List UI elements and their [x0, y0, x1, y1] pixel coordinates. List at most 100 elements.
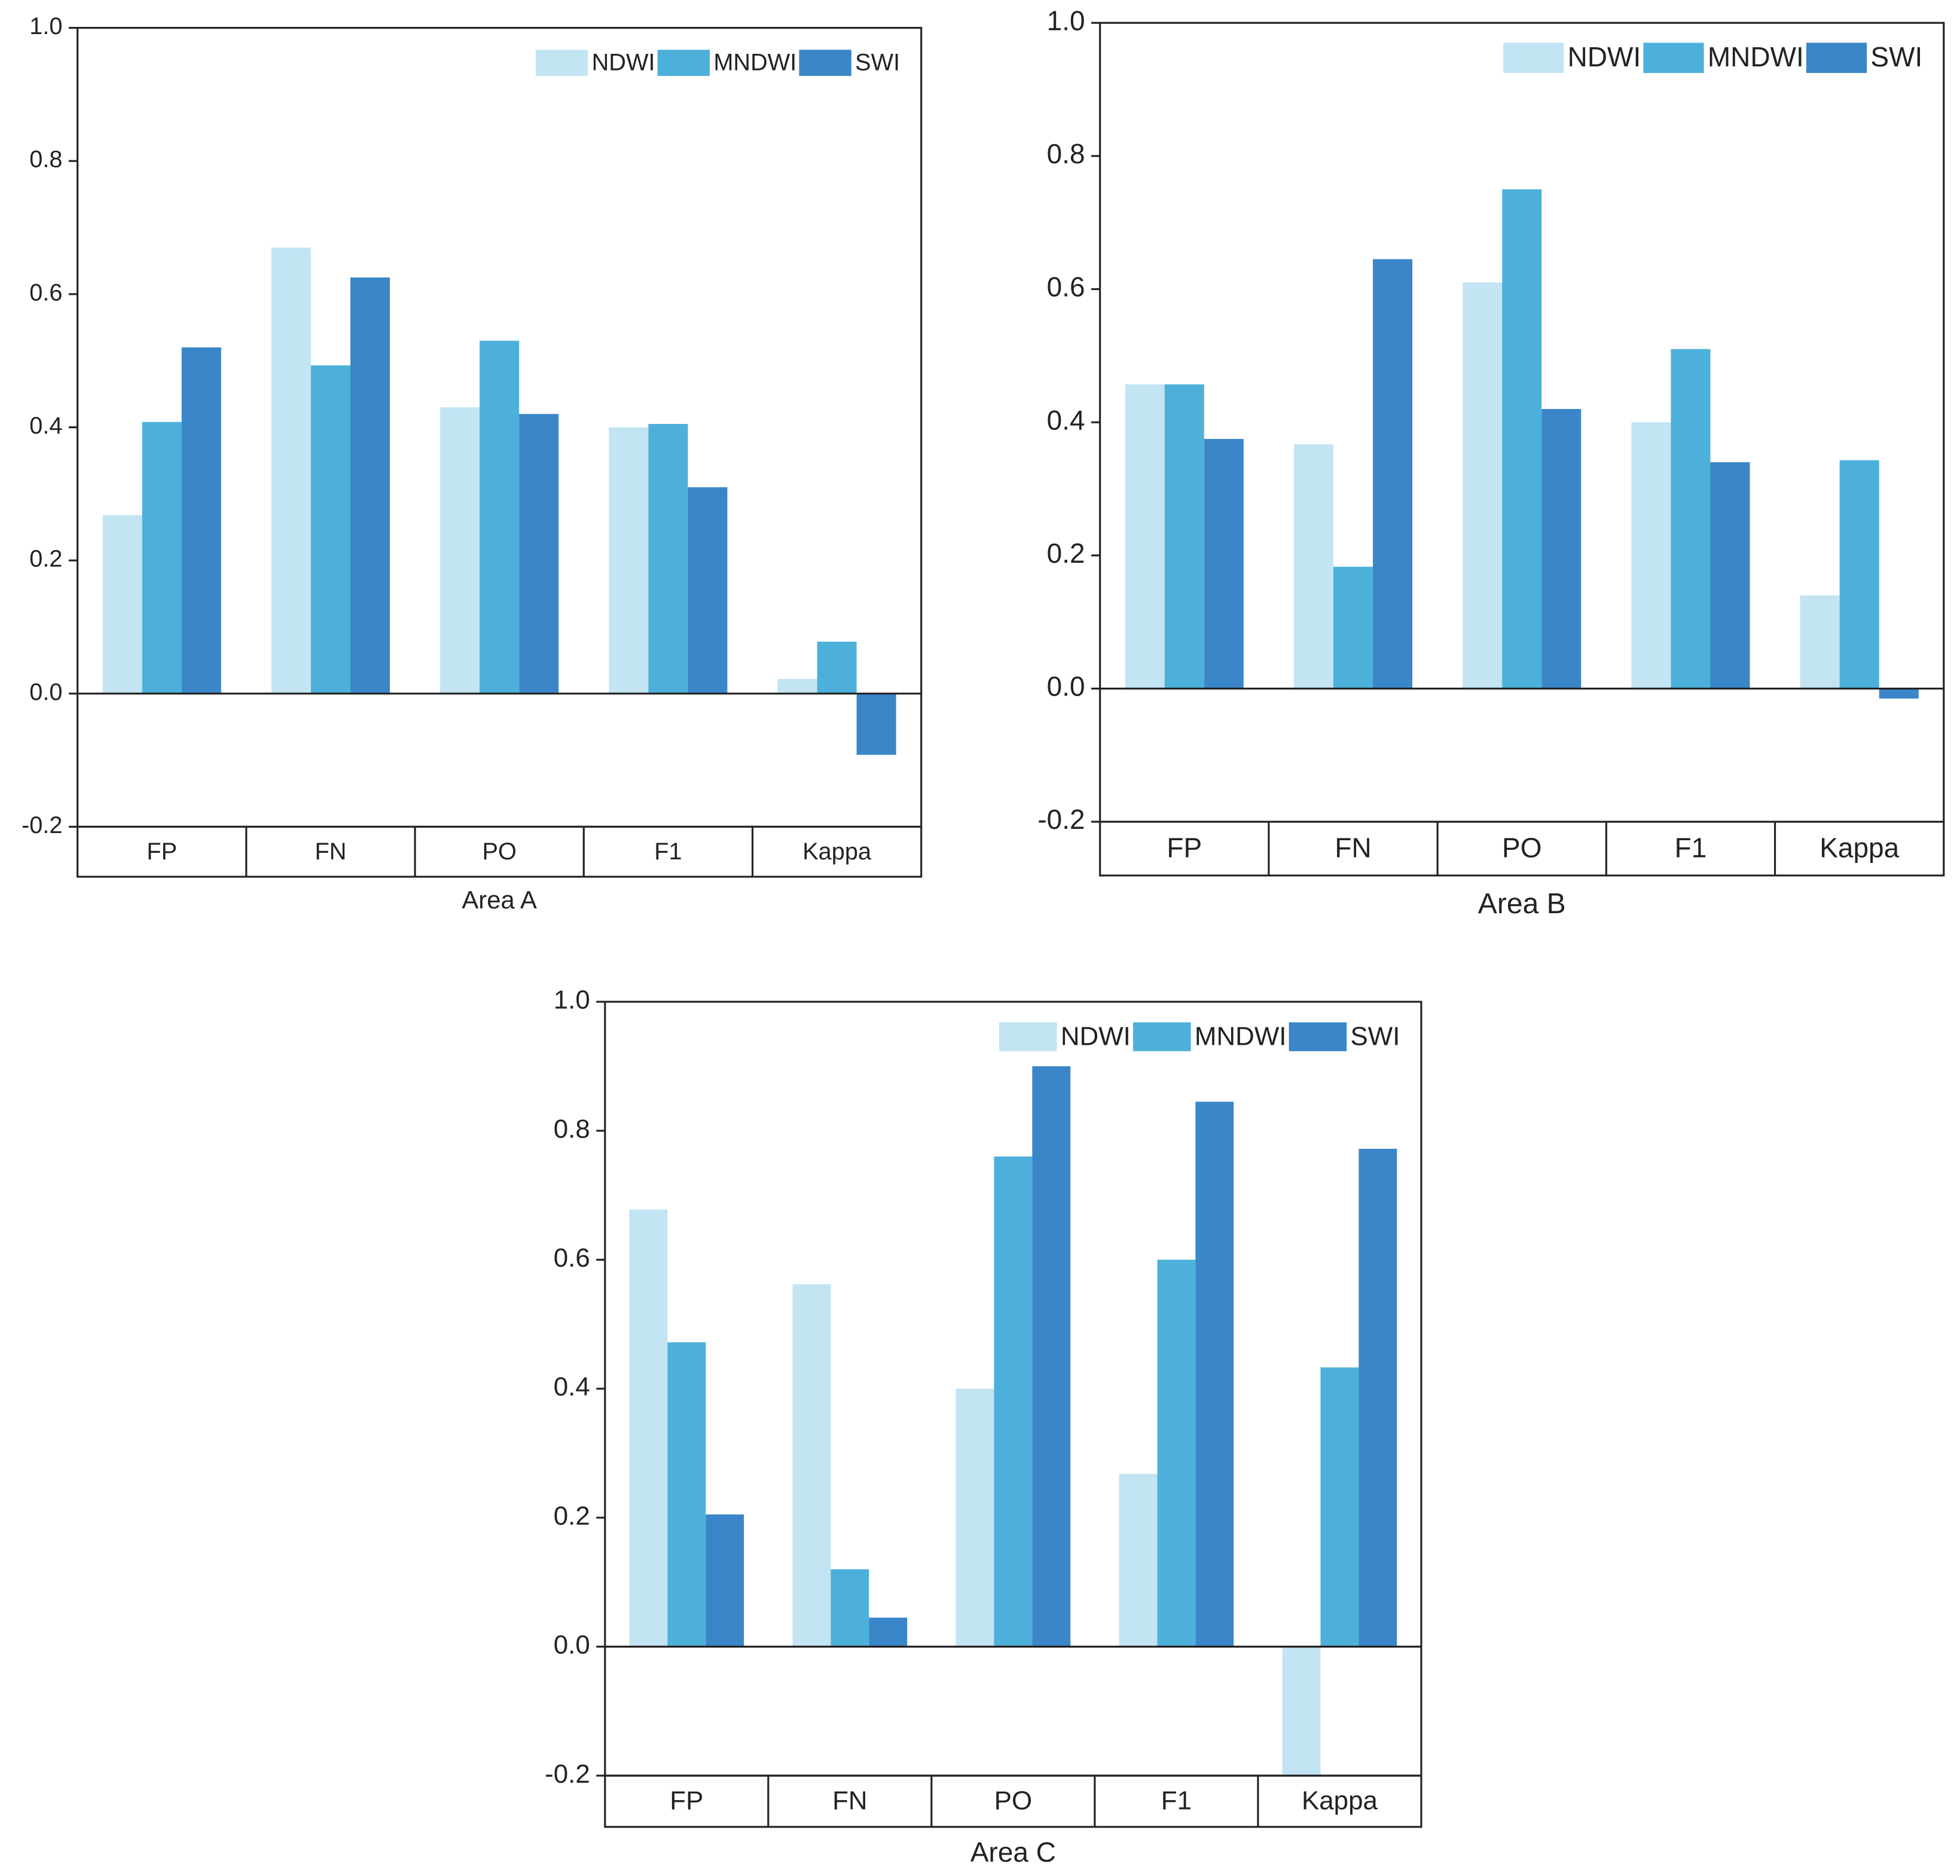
- bar: [271, 247, 311, 694]
- bar: [856, 693, 896, 755]
- bar: [1839, 460, 1879, 689]
- y-tick-label: 0.4: [1047, 404, 1085, 435]
- x-axis-label: Area A: [462, 886, 537, 914]
- legend-label: NDWI: [1061, 1021, 1131, 1051]
- legend: NDWI MNDWI SWI: [999, 1021, 1400, 1051]
- legend-label: MNDWI: [713, 50, 796, 76]
- x-axis-label: Area B: [1478, 887, 1566, 920]
- chart: -0.2 0.0 0.2 0.4 0.6 0.8 1.0 FP FN PO F1 Kappa Area …: [22, 13, 923, 914]
- chart: -0.2 0.0 0.2 0.4 0.6 0.8 1.0 FP FN PO F1 Kappa Area …: [1037, 5, 1945, 920]
- legend-swatch: [1289, 1022, 1347, 1051]
- y-tick-label: -0.2: [22, 812, 62, 838]
- y-tick-label: 1.0: [29, 13, 62, 39]
- bar: [706, 1514, 744, 1647]
- y-tick-label: 0.0: [29, 679, 62, 705]
- y-tick-label: 0.6: [554, 1243, 590, 1273]
- bar: [1293, 444, 1334, 689]
- bar: [817, 641, 857, 694]
- bar: [1373, 259, 1413, 689]
- y-tick-label: 0.4: [554, 1372, 590, 1402]
- y-tick-label: 1.0: [1047, 5, 1085, 36]
- bar: [688, 487, 728, 694]
- bar: [609, 427, 649, 694]
- y-tick-label: 0.6: [29, 279, 62, 306]
- y-tick-label: 1.0: [554, 986, 590, 1015]
- x-tick-label: F1: [1675, 832, 1707, 863]
- bar: [1164, 384, 1204, 689]
- bar: [1320, 1367, 1359, 1647]
- legend-label: MNDWI: [1708, 41, 1804, 72]
- legend-swatch: [1133, 1022, 1191, 1051]
- x-tick-label: Kappa: [1302, 1786, 1378, 1816]
- y-tick-label: 0.2: [29, 546, 62, 572]
- x-tick-label: FN: [315, 838, 346, 865]
- legend-swatch: [1806, 42, 1867, 74]
- legend: NDWI MNDWI SWI: [535, 50, 900, 76]
- bar: [1333, 566, 1373, 689]
- bar: [1502, 189, 1542, 689]
- bar: [1710, 462, 1750, 689]
- x-tick-label: FN: [832, 1786, 868, 1816]
- y-tick-label: 0.2: [554, 1501, 590, 1530]
- bar: [1541, 408, 1582, 689]
- bar: [1879, 688, 1919, 699]
- bar: [1358, 1148, 1397, 1647]
- bar: [629, 1209, 668, 1647]
- bar: [310, 365, 350, 694]
- bar: [1119, 1474, 1158, 1647]
- bar: [1282, 1646, 1321, 1776]
- y-tick-label: 0.8: [29, 147, 62, 173]
- x-tick-label: F1: [1161, 1786, 1192, 1816]
- x-tick-label: Kappa: [1819, 832, 1899, 863]
- x-tick-label: PO: [1502, 832, 1541, 863]
- legend-label: SWI: [1351, 1021, 1400, 1051]
- category-row: [1099, 820, 1945, 877]
- x-tick-label: FN: [1335, 832, 1371, 863]
- bar: [1125, 384, 1165, 689]
- legend-swatch: [799, 50, 851, 76]
- bar: [1195, 1102, 1234, 1647]
- bar: [1157, 1259, 1196, 1647]
- bar: [869, 1617, 908, 1647]
- x-tick-label: FP: [1167, 832, 1202, 863]
- y-tick-label: 0.2: [1047, 538, 1085, 569]
- y-tick-label: -0.2: [545, 1759, 590, 1789]
- y-tick-label: -0.2: [1037, 804, 1085, 835]
- x-tick-label: FP: [670, 1786, 703, 1816]
- legend-label: NDWI: [592, 50, 655, 76]
- legend-swatch: [1503, 42, 1564, 74]
- category-row: [604, 1774, 1422, 1828]
- y-tick-label: 0.8: [1047, 138, 1085, 169]
- bar: [955, 1389, 994, 1647]
- legend-label: SWI: [1870, 41, 1922, 72]
- bar: [102, 515, 142, 694]
- bar: [350, 277, 390, 694]
- legend-label: SWI: [855, 50, 900, 76]
- bar: [792, 1284, 831, 1647]
- x-tick-label: F1: [654, 838, 682, 865]
- x-axis-label: Area C: [970, 1837, 1056, 1868]
- bar: [1631, 422, 1671, 689]
- legend-label: NDWI: [1568, 41, 1641, 72]
- legend-swatch: [535, 50, 588, 76]
- bar: [1671, 349, 1711, 689]
- bar: [831, 1569, 869, 1647]
- bar: [181, 347, 221, 694]
- y-tick-label: 0.4: [29, 413, 62, 439]
- bar: [1800, 595, 1840, 689]
- legend-label: MNDWI: [1195, 1021, 1287, 1051]
- bar: [440, 407, 480, 694]
- bar: [1463, 282, 1503, 689]
- bar: [1204, 438, 1244, 689]
- bar: [519, 414, 559, 694]
- x-tick-label: PO: [994, 1786, 1032, 1816]
- x-tick-label: Kappa: [802, 838, 872, 865]
- y-tick-label: 0.0: [1047, 671, 1085, 702]
- bar: [142, 422, 182, 694]
- y-tick-label: 0.0: [554, 1630, 590, 1660]
- y-tick-label: 0.6: [1047, 272, 1085, 303]
- x-tick-label: PO: [482, 838, 516, 865]
- bar: [777, 679, 817, 694]
- legend-swatch: [1643, 42, 1704, 74]
